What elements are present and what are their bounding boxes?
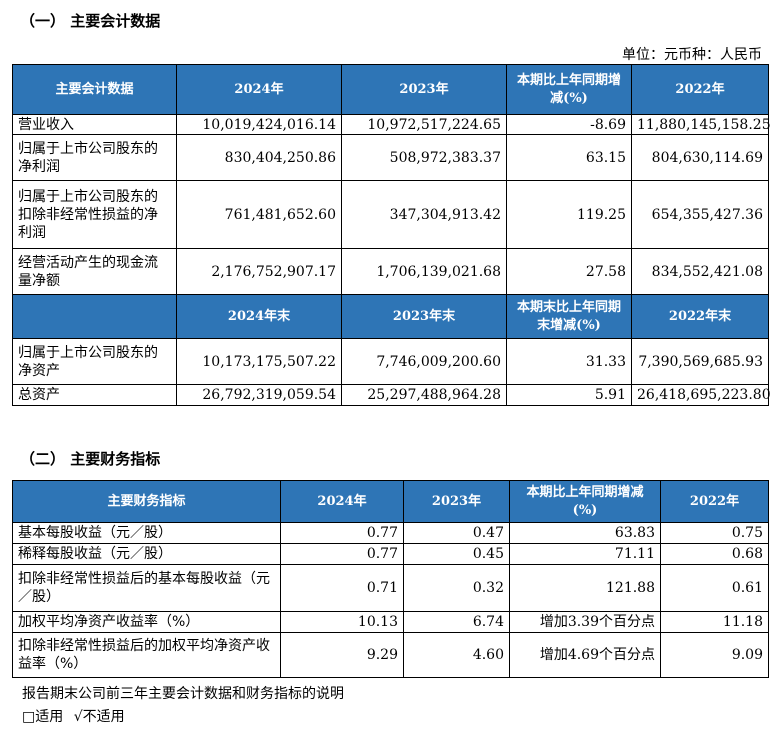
option-applicable: □适用 — [22, 709, 64, 725]
table-row: 归属于上市公司股东的扣除非经常性损益的净利润 761,481,652.60 347,… — [12, 180, 769, 249]
value-cell: 0.45 — [403, 543, 510, 565]
value-cell: 804,630,114.69 — [631, 134, 769, 181]
row-label: 营业收入 — [12, 114, 177, 135]
value-cell: 31.33 — [506, 338, 632, 385]
value-cell: 10,173,175,507.22 — [176, 338, 342, 385]
value-cell: 26,418,695,223.80 — [631, 384, 771, 406]
header-cell: 2022年 — [631, 64, 769, 115]
header-cell: 本期比上年同期增减(%) — [509, 480, 661, 523]
table-row: 扣除非经常性损益后的基本每股收益（元／股） 0.71 0.32 121.88 0.61 — [12, 564, 769, 612]
value-cell: 11,880,145,158.25 — [631, 114, 771, 135]
value-cell: 0.75 — [660, 522, 769, 544]
section1-title: （一） 主要会计数据 — [20, 12, 161, 30]
table-row: 营业收入 10,019,424,016.14 10,972,517,224.65 -8… — [12, 114, 771, 135]
value-cell: 1,706,139,021.68 — [341, 248, 507, 295]
value-cell: 25,297,488,964.28 — [341, 384, 507, 406]
row-label: 加权平均净资产收益率（%） — [12, 611, 281, 633]
value-cell: 4.60 — [403, 632, 510, 678]
value-cell: 增加3.39个百分点 — [509, 611, 661, 633]
value-cell: 9.09 — [660, 632, 769, 678]
value-cell: 10.13 — [280, 611, 404, 633]
header-cell: 本期末比上年同期末增减(%) — [506, 294, 632, 339]
table1-subheader-row: 2024年末 2023年末 本期末比上年同期末增减(%) 2022年末 — [12, 294, 769, 339]
table1-header-row: 主要会计数据 2024年 2023年 本期比上年同期增减(%) 2022年 — [12, 64, 769, 115]
accounting-data-table: 主要会计数据 2024年 2023年 本期比上年同期增减(%) 2022年 营业… — [12, 64, 771, 406]
value-cell: 27.58 — [506, 248, 632, 295]
header-cell: 2024年 — [280, 480, 404, 523]
value-cell: 26,792,319,059.54 — [176, 384, 342, 406]
table-row: 扣除非经常性损益后的加权平均净资产收益率（%） 9.29 4.60 增加4.69个百分… — [12, 632, 769, 678]
value-cell: 71.11 — [509, 543, 661, 565]
header-cell: 2022年末 — [631, 294, 769, 339]
value-cell: 2,176,752,907.17 — [176, 248, 342, 295]
value-cell: 10,972,517,224.65 — [341, 114, 507, 135]
table-row: 总资产 26,792,319,059.54 25,297,488,964.28 5.9… — [12, 384, 771, 406]
value-cell: 0.77 — [280, 522, 404, 544]
value-cell: 63.83 — [509, 522, 661, 544]
value-cell: 0.77 — [280, 543, 404, 565]
header-cell: 主要会计数据 — [12, 64, 177, 115]
value-cell: 5.91 — [506, 384, 632, 406]
value-cell: 119.25 — [506, 180, 632, 249]
value-cell: 0.61 — [660, 564, 769, 612]
header-cell: 2023年 — [403, 480, 510, 523]
row-label: 扣除非经常性损益后的加权平均净资产收益率（%） — [12, 632, 281, 678]
option-not-applicable: √不适用 — [73, 709, 125, 725]
header-cell: 主要财务指标 — [12, 480, 281, 523]
row-label: 归属于上市公司股东的净利润 — [12, 134, 177, 181]
value-cell: 7,390,569,685.93 — [631, 338, 769, 385]
table-row: 加权平均净资产收益率（%） 10.13 6.74 增加3.39个百分点 11.18 — [12, 611, 769, 633]
value-cell: 10,019,424,016.14 — [176, 114, 342, 135]
header-cell: 2023年 — [341, 64, 507, 115]
table-row: 归属于上市公司股东的净利润 830,404,250.86 508,972,383.3… — [12, 134, 769, 181]
header-cell: 2024年末 — [176, 294, 342, 339]
header-cell: 2022年 — [660, 480, 769, 523]
value-cell: 830,404,250.86 — [176, 134, 342, 181]
value-cell: 0.71 — [280, 564, 404, 612]
section2-title: （二） 主要财务指标 — [20, 450, 161, 468]
value-cell: 347,304,913.42 — [341, 180, 507, 249]
table2-header-row: 主要财务指标 2024年 2023年 本期比上年同期增减(%) 2022年 — [12, 480, 769, 523]
value-cell: 7,746,009,200.60 — [341, 338, 507, 385]
row-label: 基本每股收益（元／股） — [12, 522, 281, 544]
value-cell: 0.32 — [403, 564, 510, 612]
row-label: 总资产 — [12, 384, 177, 406]
row-label: 扣除非经常性损益后的基本每股收益（元／股） — [12, 564, 281, 612]
value-cell: 761,481,652.60 — [176, 180, 342, 249]
header-cell: 2024年 — [176, 64, 342, 115]
value-cell: 6.74 — [403, 611, 510, 633]
value-cell: 508,972,383.37 — [341, 134, 507, 181]
header-cell: 本期比上年同期增减(%) — [506, 64, 632, 115]
unit-label: 单位：元币种：人民币 — [622, 47, 762, 63]
row-label: 稀释每股收益（元／股） — [12, 543, 281, 565]
table-row: 归属于上市公司股东的净资产 10,173,175,507.22 7,746,009,… — [12, 338, 769, 385]
header-cell — [12, 294, 177, 339]
row-label: 经营活动产生的现金流量净额 — [12, 248, 177, 295]
value-cell: 121.88 — [509, 564, 661, 612]
value-cell: 0.47 — [403, 522, 510, 544]
value-cell: 11.18 — [660, 611, 769, 633]
table-row: 基本每股收益（元／股） 0.77 0.47 63.83 0.75 — [12, 522, 769, 544]
value-cell: -8.69 — [506, 114, 632, 135]
table-row: 经营活动产生的现金流量净额 2,176,752,907.17 1,706,139,0… — [12, 248, 769, 295]
applicability-options: □适用 √不适用 — [22, 706, 125, 726]
row-label: 归属于上市公司股东的扣除非经常性损益的净利润 — [12, 180, 177, 249]
row-label: 归属于上市公司股东的净资产 — [12, 338, 177, 385]
value-cell: 834,552,421.08 — [631, 248, 769, 295]
table-row: 稀释每股收益（元／股） 0.77 0.45 71.11 0.68 — [12, 543, 769, 565]
header-cell: 2023年末 — [341, 294, 507, 339]
value-cell: 654,355,427.36 — [631, 180, 769, 249]
note-text: 报告期末公司前三年主要会计数据和财务指标的说明 — [22, 686, 344, 702]
value-cell: 增加4.69个百分点 — [509, 632, 661, 678]
value-cell: 0.68 — [660, 543, 769, 565]
value-cell: 63.15 — [506, 134, 632, 181]
financial-indicators-table: 主要财务指标 2024年 2023年 本期比上年同期增减(%) 2022年 基本… — [12, 480, 769, 678]
value-cell: 9.29 — [280, 632, 404, 678]
